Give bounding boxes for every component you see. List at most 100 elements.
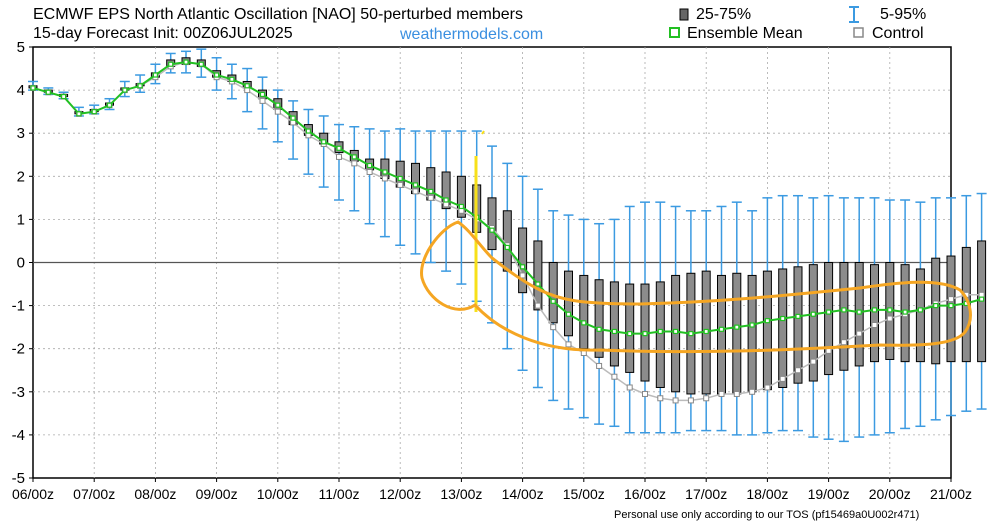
y-axis-ticks: 5 4 3 2 1 0 -1 -2 -3 -4 -5 xyxy=(12,39,33,487)
legend-control-label: Control xyxy=(872,25,924,42)
iqr-box xyxy=(579,274,589,350)
mean-point xyxy=(504,244,510,251)
control-point xyxy=(856,330,863,337)
mean-point xyxy=(718,326,725,332)
control-point xyxy=(764,384,771,391)
mean-point xyxy=(948,303,954,309)
mean-series xyxy=(30,59,985,337)
y-tick-label: 1 xyxy=(17,211,25,228)
x-tick-label: 19/00z xyxy=(808,486,850,502)
mean-point xyxy=(91,109,97,115)
orange-annotation-outline xyxy=(420,220,972,354)
whisker xyxy=(334,123,344,201)
iqr-box xyxy=(824,262,834,376)
mean-point xyxy=(550,298,556,304)
whisker xyxy=(303,108,314,175)
control-point xyxy=(534,302,541,309)
control-point xyxy=(381,175,388,182)
control-point xyxy=(259,97,266,104)
legend-whisker-label: 5-95% xyxy=(880,6,926,23)
whisker xyxy=(349,125,360,212)
x-tick-label: 14/00z xyxy=(502,486,544,502)
x-tick-label: 18/00z xyxy=(746,486,788,502)
control-point xyxy=(733,390,740,397)
iqr-box xyxy=(717,274,726,395)
footer-note: Personal use only according to our TOS (… xyxy=(614,509,919,521)
legend: 25-75% 5-95% Ensemble Mean Control xyxy=(669,6,926,42)
mean-point xyxy=(734,324,740,330)
mean-point xyxy=(749,322,755,328)
iqr-box xyxy=(502,210,512,272)
mean-point xyxy=(810,311,816,317)
iqr-box xyxy=(625,283,635,373)
iqr-box xyxy=(533,240,543,311)
mean-point xyxy=(642,331,648,337)
control-point xyxy=(886,315,893,322)
mean-point xyxy=(305,128,311,134)
x-tick-label: 09/00z xyxy=(196,486,238,502)
control-point xyxy=(274,108,281,115)
mean-point xyxy=(122,87,128,93)
mean-point xyxy=(183,59,189,65)
mean-point xyxy=(917,307,924,313)
control-point xyxy=(871,321,878,328)
mean-point xyxy=(611,328,618,335)
mean-point xyxy=(978,296,985,302)
mean-point xyxy=(275,102,281,108)
control-point xyxy=(550,324,557,331)
legend-box-swatch xyxy=(679,8,689,21)
mean-point xyxy=(764,318,771,324)
mean-point xyxy=(856,309,862,315)
mean-point xyxy=(244,83,250,89)
x-tick-label: 10/00z xyxy=(257,486,299,502)
y-tick-label: 4 xyxy=(17,82,25,99)
mean-point xyxy=(535,281,541,287)
mean-point xyxy=(45,89,51,95)
iqr-box xyxy=(548,262,558,324)
iqr-box xyxy=(609,281,619,367)
annotations xyxy=(420,130,972,354)
control-point xyxy=(427,194,434,201)
mean-point xyxy=(214,72,220,78)
mean-point xyxy=(198,61,204,67)
mean-point xyxy=(137,83,143,89)
x-tick-label: 08/00z xyxy=(134,486,176,502)
control-point xyxy=(642,390,648,397)
control-point xyxy=(412,188,419,195)
mean-point xyxy=(596,326,602,332)
x-tick-label: 16/00z xyxy=(624,486,666,502)
control-point xyxy=(703,395,710,402)
mean-point xyxy=(367,162,373,169)
iqr-box xyxy=(931,257,941,365)
control-point xyxy=(779,375,786,382)
legend-mean-swatch xyxy=(669,27,680,38)
iqr-box xyxy=(564,270,573,337)
site-watermark: weathermodels.com xyxy=(399,26,543,43)
control-point xyxy=(565,341,572,348)
chart-title-line1: ECMWF EPS North Atlantic Oscillation [NA… xyxy=(33,6,523,23)
mean-point xyxy=(458,203,464,210)
iqr-box xyxy=(456,175,466,218)
mean-point xyxy=(825,309,832,315)
y-tick-label: -4 xyxy=(12,427,25,444)
y-tick-label: -3 xyxy=(12,384,25,401)
control-point xyxy=(810,358,817,365)
mean-point xyxy=(841,307,847,313)
x-tick-label: 06/00z xyxy=(12,486,54,502)
mean-point xyxy=(168,61,174,67)
iqr-box xyxy=(793,266,803,384)
mean-point xyxy=(627,331,633,337)
control-point xyxy=(611,373,618,380)
x-axis-ticks: 06/00z 07/00z 08/00z 09/00z 10/00z 11/00z 12/0… xyxy=(12,478,972,502)
whisker xyxy=(364,128,375,225)
control-point xyxy=(840,339,847,346)
control-point xyxy=(519,272,526,279)
mean-point xyxy=(106,102,113,108)
control-point xyxy=(351,160,358,167)
legend-whisker-swatch xyxy=(849,6,859,23)
mean-point xyxy=(565,311,572,317)
iqr-box xyxy=(594,279,604,358)
control-point xyxy=(366,168,373,175)
iqr-box xyxy=(870,264,879,363)
